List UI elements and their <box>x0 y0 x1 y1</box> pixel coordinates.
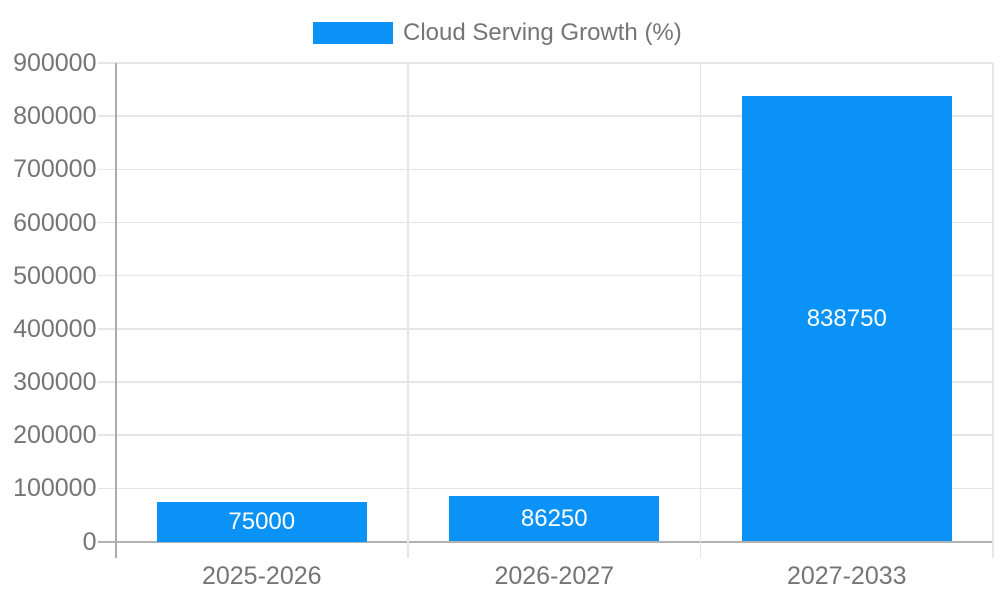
gridline <box>97 115 993 117</box>
gridline <box>97 487 993 490</box>
gridline <box>97 62 993 64</box>
bar[interactable] <box>741 95 952 542</box>
y-axis-tick-label: 500000 <box>13 261 97 290</box>
x-axis-baseline <box>97 540 993 543</box>
bar-value-label: 838750 <box>806 304 887 332</box>
y-axis-tick-label: 600000 <box>13 208 97 237</box>
y-axis-tick-label: 900000 <box>13 49 97 77</box>
gridline <box>97 168 993 171</box>
legend-swatch <box>313 22 393 44</box>
gridline <box>97 221 993 224</box>
y-axis-tick-label: 100000 <box>13 474 97 503</box>
gridline <box>97 274 993 277</box>
gridline <box>97 434 993 436</box>
y-axis-tick-label: 0 <box>82 527 97 556</box>
x-axis-category-label: 2026-2027 <box>494 562 615 590</box>
y-axis-tick-label: 400000 <box>13 314 97 343</box>
bar-value-label: 86250 <box>520 504 588 532</box>
y-axis-tick-label: 200000 <box>13 421 97 450</box>
gridline <box>97 381 993 383</box>
y-axis-tick-label: 700000 <box>13 155 97 184</box>
bar-value-label: 75000 <box>228 507 296 535</box>
category-separator-line <box>407 63 409 558</box>
chart-legend: Cloud Serving Growth (%) <box>313 19 682 46</box>
bar[interactable] <box>449 495 660 542</box>
bar[interactable] <box>156 501 367 542</box>
category-separator-line <box>992 63 994 558</box>
x-axis-category-label: 2027-2033 <box>786 562 907 590</box>
legend-label: Cloud Serving Growth (%) <box>403 19 682 46</box>
x-axis-category-label: 2025-2026 <box>201 562 322 590</box>
gridline <box>97 328 993 330</box>
y-axis-tick-label: 300000 <box>13 368 97 396</box>
category-separator-line <box>699 63 702 558</box>
y-axis-line <box>114 63 117 558</box>
y-axis-tick-label: 800000 <box>13 102 97 131</box>
